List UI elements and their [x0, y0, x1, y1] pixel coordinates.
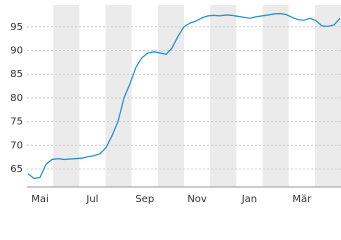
x-tick-label: Jul: [85, 194, 98, 205]
x-tick-label: Sep: [135, 194, 154, 205]
month-band: [314, 5, 341, 187]
y-tick-label: 90: [10, 46, 23, 57]
x-tick-label: Mai: [31, 194, 49, 205]
month-band: [105, 5, 132, 187]
x-tick-label: Mär: [292, 194, 312, 205]
y-tick-label: 80: [10, 93, 23, 104]
chart: Mai Jul Sep Nov Jan Mär 65 70 75 80 85 90 95: [10, 5, 341, 205]
y-tick-label: 65: [10, 164, 23, 175]
month-band: [157, 5, 184, 187]
y-tick-label: 85: [10, 69, 23, 80]
line-series: [27, 12, 341, 180]
y-tick-label: 95: [10, 22, 23, 33]
month-band: [262, 5, 289, 187]
x-tick-label: Jan: [241, 194, 257, 205]
y-tick-label: 75: [10, 117, 23, 128]
month-band: [210, 5, 237, 187]
x-tick-label: Nov: [187, 194, 207, 205]
month-band: [53, 5, 80, 187]
y-tick-label: 70: [10, 140, 23, 151]
